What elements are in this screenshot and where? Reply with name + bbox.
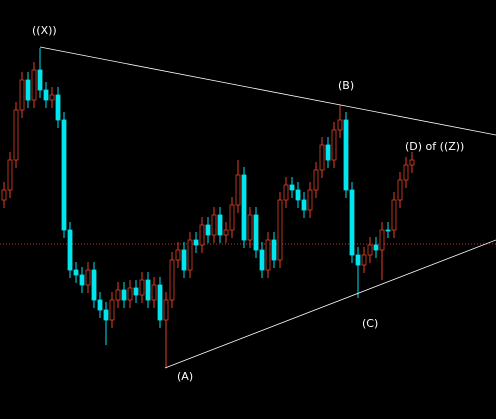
candle-body xyxy=(31,69,37,101)
candle-body xyxy=(319,144,325,171)
candles xyxy=(1,48,415,368)
candle-body xyxy=(277,199,283,261)
wave-label: (B) xyxy=(338,79,354,92)
candle-body xyxy=(85,269,91,286)
candle-body xyxy=(289,184,295,191)
candle-body xyxy=(325,144,331,161)
candle-body xyxy=(313,169,319,191)
candle-body xyxy=(241,174,247,241)
candle-body xyxy=(265,239,271,271)
candle-body xyxy=(283,184,289,201)
candle-body xyxy=(391,199,397,231)
candle-body xyxy=(1,189,7,201)
lower-trendline xyxy=(164,239,496,369)
wave-label: (C) xyxy=(362,317,378,330)
candle-body xyxy=(91,269,97,301)
candle-body xyxy=(121,289,127,301)
candle-body xyxy=(301,199,307,211)
candle-body xyxy=(199,224,205,246)
candle-body xyxy=(163,299,169,321)
wave-label: ((X)) xyxy=(32,24,57,37)
candle-body xyxy=(331,129,337,161)
candle-body xyxy=(115,289,121,301)
candle-body xyxy=(55,94,61,121)
candle-body xyxy=(235,174,241,206)
candle-body xyxy=(73,269,79,276)
candle-body xyxy=(409,159,415,166)
candle-body xyxy=(229,204,235,231)
candle-body xyxy=(367,244,373,256)
candle-body xyxy=(127,287,133,301)
candle-body xyxy=(13,109,19,161)
candle-body xyxy=(253,214,259,251)
candle-body xyxy=(379,229,385,251)
candle-body xyxy=(49,94,55,101)
candle-body xyxy=(7,159,13,191)
candle-body xyxy=(211,214,217,236)
candle-body xyxy=(37,69,43,91)
candle-body xyxy=(217,214,223,236)
candle-body xyxy=(79,274,85,286)
candle-body xyxy=(271,239,277,261)
candle-body xyxy=(349,189,355,256)
wave-label: (A) xyxy=(177,370,193,383)
candle-body xyxy=(193,239,199,246)
candle-body xyxy=(109,299,115,321)
candle-body xyxy=(403,164,409,181)
candle-body xyxy=(151,284,157,301)
candle-body xyxy=(307,189,313,211)
candle-body xyxy=(61,119,67,231)
candle-body xyxy=(145,279,151,301)
candle-body xyxy=(43,89,49,101)
candle-body xyxy=(139,279,145,296)
candle-body xyxy=(187,239,193,271)
candle-body xyxy=(97,299,103,311)
candle-body xyxy=(181,249,187,271)
candle-body xyxy=(67,229,73,271)
candle-body xyxy=(385,229,391,232)
candle-body xyxy=(25,79,31,101)
candle-body xyxy=(205,224,211,236)
candle-body xyxy=(223,229,229,236)
candle-body xyxy=(103,309,109,321)
candle-body xyxy=(373,244,379,251)
candle-body xyxy=(169,259,175,301)
upper-trendline xyxy=(39,46,496,136)
candle-body xyxy=(157,284,163,321)
candle-body xyxy=(133,287,139,296)
candle-body xyxy=(343,119,349,191)
candle-body xyxy=(397,179,403,201)
candle-body xyxy=(19,79,25,111)
candle-body xyxy=(337,119,343,131)
candle-body xyxy=(355,254,361,266)
candle-body xyxy=(295,189,301,201)
candle-body xyxy=(175,249,181,261)
wave-label: (D) of ((Z)) xyxy=(405,140,464,153)
candle-body xyxy=(361,254,367,266)
candle-body xyxy=(247,214,253,241)
candle-body xyxy=(259,249,265,271)
